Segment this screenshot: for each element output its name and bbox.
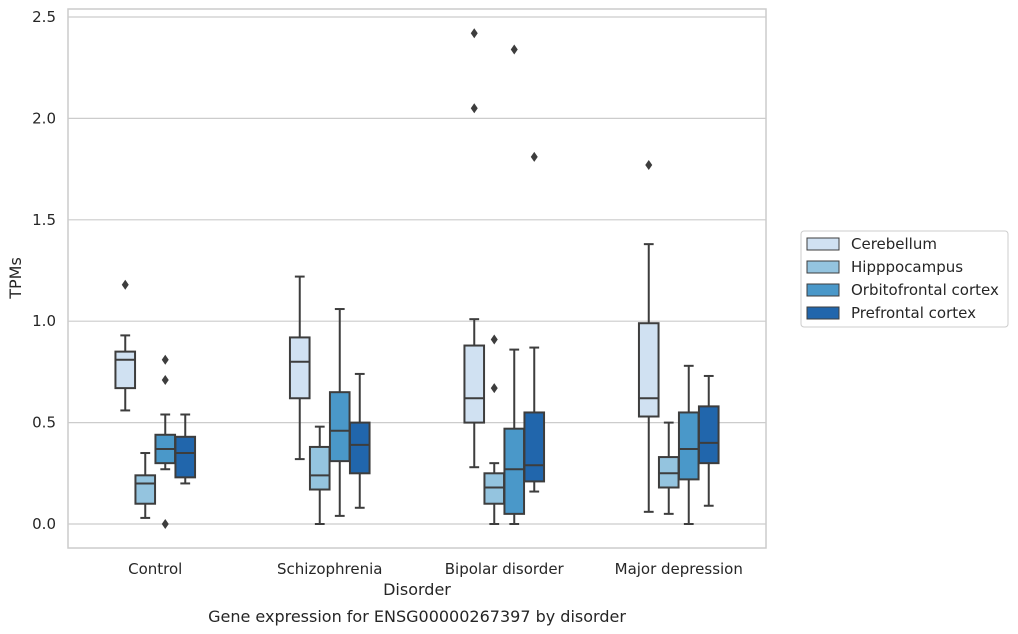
legend-entry: Prefrontal cortex xyxy=(851,304,976,322)
legend: Cerebellum Hipppocampus Orbitofrontal cort… xyxy=(800,230,1009,328)
y-tick-label: 1.0 xyxy=(32,312,56,330)
outlier-point xyxy=(161,375,169,386)
outlier-point xyxy=(490,383,498,394)
box-group xyxy=(154,354,177,529)
outlier-point xyxy=(470,103,478,114)
box-iqr xyxy=(174,435,197,479)
legend-entry: Cerebellum xyxy=(851,235,937,253)
y-tick-label: 2.0 xyxy=(32,109,56,127)
y-axis-ticks: 0.0 0.5 1.0 1.5 2.0 2.5 xyxy=(32,8,56,533)
legend-swatch xyxy=(806,237,840,251)
outlier-point xyxy=(510,44,518,55)
box-group xyxy=(348,372,371,509)
legend-swatch xyxy=(806,260,840,274)
box-group xyxy=(483,334,506,525)
outlier-point xyxy=(530,151,538,162)
box-iqr xyxy=(697,405,720,465)
box-group xyxy=(328,308,351,517)
y-tick-label: 0.0 xyxy=(32,515,56,533)
outlier-point xyxy=(470,28,478,39)
box-iqr xyxy=(348,421,371,475)
box-iqr xyxy=(328,391,351,463)
box-group xyxy=(637,160,660,513)
box-iqr xyxy=(523,411,546,483)
box-iqr xyxy=(483,472,506,505)
box-iqr xyxy=(308,445,331,491)
box-group xyxy=(463,28,486,469)
box-group xyxy=(523,151,546,493)
box-group xyxy=(288,275,311,461)
x-axis-ticks: Control Schizophrenia Bipolar disorder Majo… xyxy=(128,560,743,578)
box-iqr xyxy=(134,474,157,505)
y-tick-label: 0.5 xyxy=(32,414,56,432)
box-group xyxy=(134,452,157,519)
box-iqr xyxy=(114,350,137,390)
box-iqr xyxy=(677,411,700,481)
box-plot-area xyxy=(114,28,720,529)
box-group xyxy=(697,374,720,507)
chart-title: Gene expression for ENSG00000267397 by d… xyxy=(208,607,626,626)
x-tick-label: Bipolar disorder xyxy=(445,560,565,578)
box-group xyxy=(657,421,680,515)
box-group xyxy=(677,364,700,525)
box-iqr xyxy=(463,344,486,424)
box-group xyxy=(174,413,197,485)
legend-swatch xyxy=(806,283,840,297)
y-axis-label: TPMs xyxy=(6,257,25,300)
y-tick-label: 2.5 xyxy=(32,8,56,26)
legend-frame xyxy=(800,230,1009,328)
outlier-point xyxy=(161,519,169,529)
box-group xyxy=(114,279,137,412)
outlier-point xyxy=(490,334,498,345)
outlier-point xyxy=(161,354,169,365)
x-tick-label: Major depression xyxy=(615,560,743,578)
box-iqr xyxy=(503,427,526,515)
box-iqr xyxy=(657,456,680,489)
x-tick-label: Schizophrenia xyxy=(277,560,382,578)
plot-frame xyxy=(67,8,767,549)
box-group xyxy=(503,44,526,525)
legend-entry: Hipppocampus xyxy=(851,258,963,276)
legend-entry: Orbitofrontal cortex xyxy=(851,281,999,299)
outlier-point xyxy=(121,279,129,290)
x-tick-label: Control xyxy=(128,560,182,578)
box-iqr xyxy=(637,322,660,418)
y-tick-label: 1.5 xyxy=(32,211,56,229)
outlier-point xyxy=(645,160,653,171)
legend-swatch xyxy=(806,306,840,320)
box-iqr xyxy=(288,336,311,400)
x-axis-label: Disorder xyxy=(383,580,451,599)
box-group xyxy=(308,425,331,525)
